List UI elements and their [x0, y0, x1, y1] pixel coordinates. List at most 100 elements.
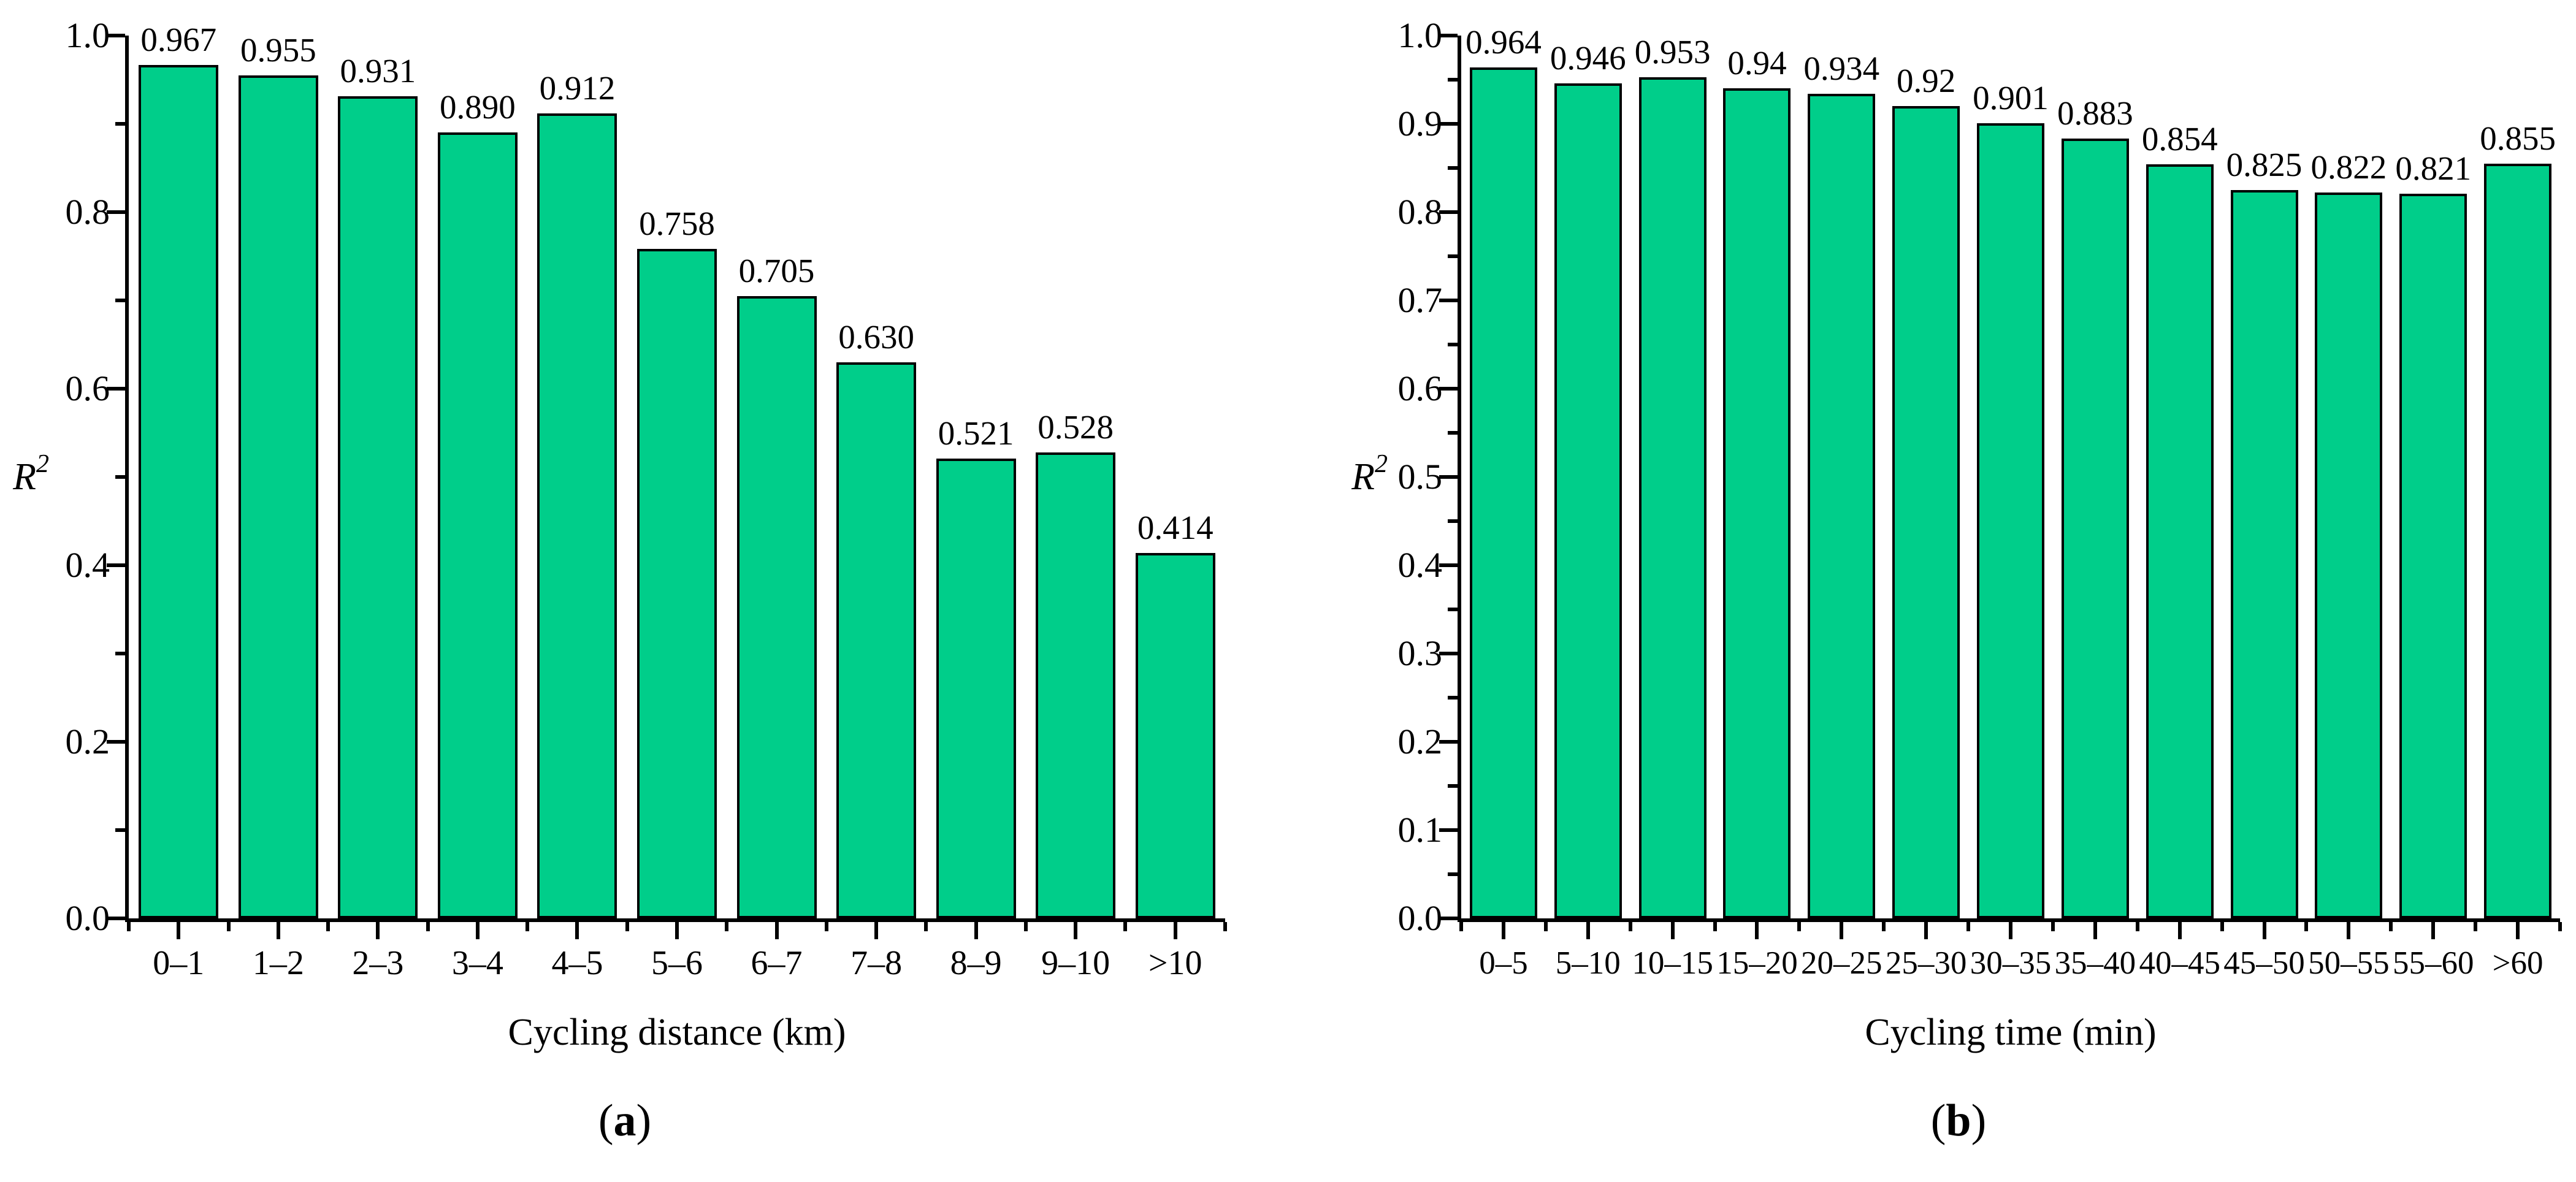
y-axis-title: R2 [1228, 449, 1388, 505]
x-major-tick [774, 922, 779, 939]
y-tick-label: 0.8 [1397, 192, 1443, 232]
y-minor-tick [115, 828, 125, 832]
x-major-tick [1173, 922, 1177, 939]
x-major-tick [874, 922, 879, 939]
x-major-tick [1755, 922, 1759, 939]
y-tick-label: 0.6 [1397, 368, 1443, 408]
bar-value-label: 0.854 [2141, 120, 2218, 158]
caption-paren-close: ) [636, 1096, 652, 1146]
x-tick-label: 50–55 [2308, 945, 2390, 981]
bar [2061, 139, 2129, 918]
bar-value-label: 0.901 [1973, 78, 2049, 116]
y-minor-tick [115, 652, 125, 655]
x-boundary-tick [1713, 922, 1717, 931]
y-axis-line [125, 36, 129, 922]
subfigure-caption-b: (b) [1357, 1096, 2560, 1145]
bar [139, 64, 219, 918]
x-boundary-tick [326, 922, 331, 931]
y-tick-label: 0.0 [65, 898, 110, 938]
caption-letter: b [1946, 1096, 1971, 1146]
x-boundary-tick [1797, 922, 1802, 931]
y-minor-tick [1448, 431, 1458, 435]
x-major-tick [475, 922, 480, 939]
x-major-tick [1501, 922, 1505, 939]
x-major-tick [2262, 922, 2266, 939]
x-major-tick [276, 922, 280, 939]
x-boundary-tick [2135, 922, 2139, 931]
x-major-tick [2516, 922, 2520, 939]
bar-value-label: 0.630 [838, 318, 914, 356]
y-axis-title-exponent: 2 [1375, 450, 1388, 478]
y-axis-line [1458, 36, 1461, 922]
y-major-tick [1439, 563, 1458, 567]
bar-value-label: 0.890 [440, 88, 516, 126]
bar [2315, 193, 2383, 918]
x-tick-label: 25–30 [1885, 945, 1967, 981]
plot-area-a: 0.0 0.2 0.4 0.6 0.8 1.0 0.967 0.955 0.931 0.890 0… [66, 15, 1227, 982]
bar-value-label: 0.953 [1634, 32, 1711, 71]
y-minor-tick [1448, 608, 1458, 611]
y-axis-title-base: R [1351, 456, 1375, 498]
bar [1723, 88, 1791, 918]
x-major-tick [2347, 922, 2351, 939]
bar-value-label: 0.758 [639, 205, 715, 243]
caption-paren-close: ) [1971, 1096, 1987, 1146]
y-major-tick [107, 210, 125, 214]
x-boundary-tick [725, 922, 729, 931]
x-tick-label: 6–7 [751, 944, 803, 982]
x-tick-label: 4–5 [551, 944, 603, 982]
bar [2399, 193, 2467, 918]
x-boundary-tick [924, 922, 928, 931]
x-tick-label: 9–10 [1041, 944, 1110, 982]
x-tick-label: 10–15 [1632, 945, 1713, 981]
y-tick-label: 0.2 [65, 722, 110, 761]
x-tick-label: 8–9 [950, 944, 1002, 982]
bar [1638, 77, 1707, 918]
y-major-tick [1439, 740, 1458, 744]
y-minor-tick [1448, 519, 1458, 523]
bar [637, 249, 717, 918]
x-tick-label: 30–35 [1970, 945, 2052, 981]
y-axis-title-exponent: 2 [36, 450, 49, 478]
y-tick-label: 0.9 [1397, 104, 1443, 143]
bar-value-label: 0.931 [340, 52, 416, 90]
x-boundary-tick [2558, 922, 2562, 931]
x-boundary-tick [526, 922, 530, 931]
chart-panel-b: R2 0.0 0.1 0.2 0.3 0.4 0.5 0.6 0.7 0.8 0.9 1.0 0.9… [1288, 0, 2576, 1182]
bar-value-label: 0.414 [1137, 508, 1213, 546]
y-tick-label: 0.8 [65, 192, 110, 232]
x-major-tick [2009, 922, 2012, 939]
x-axis-title: Cycling time (min) [1865, 1012, 2157, 1053]
bar-value-label: 0.825 [2226, 146, 2303, 183]
x-tick-label: >10 [1148, 944, 1202, 982]
bar-value-label: 0.705 [738, 251, 815, 289]
y-major-tick [1439, 475, 1458, 479]
bar [1977, 123, 2044, 918]
y-tick-label: 0.3 [1397, 633, 1443, 673]
x-boundary-tick [1628, 922, 1632, 931]
bar [1892, 106, 1960, 918]
x-boundary-tick [824, 922, 828, 931]
x-boundary-tick [1023, 922, 1028, 931]
bar-value-label: 0.94 [1727, 44, 1787, 82]
y-tick-label: 0.1 [1397, 810, 1443, 850]
bar [437, 132, 518, 918]
x-boundary-tick [2050, 922, 2055, 931]
x-tick-label: 0–1 [153, 944, 205, 982]
bar [2230, 190, 2298, 918]
bar-value-label: 0.912 [539, 69, 616, 107]
bar-value-label: 0.967 [140, 20, 217, 58]
y-minor-tick [1448, 343, 1458, 346]
x-tick-label: 5–6 [651, 944, 703, 982]
x-tick-label: 55–60 [2392, 945, 2474, 981]
y-tick-label: 1.0 [65, 15, 110, 55]
x-major-tick [2093, 922, 2097, 939]
bar [736, 296, 817, 918]
y-minor-tick [1448, 166, 1458, 170]
x-major-tick [1586, 922, 1590, 939]
bar-value-label: 0.964 [1466, 23, 1542, 61]
bar [238, 75, 318, 918]
bar [1135, 552, 1215, 918]
caption-paren-open: ( [598, 1096, 614, 1146]
x-boundary-tick [1882, 922, 1886, 931]
